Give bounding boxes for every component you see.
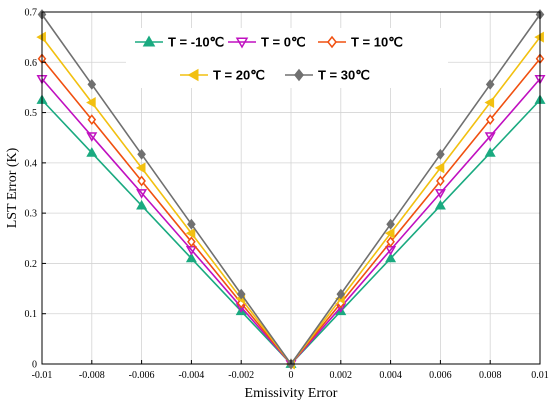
data-point [86,147,98,157]
data-point [136,189,148,199]
data-point [485,79,495,90]
data-point [137,175,146,187]
y-axis-title: LST Error (K) [5,147,20,228]
legend: T = -10℃ T = 0℃ T = 10℃ T = 20℃ T = 30℃ [126,28,448,88]
legend-label: T = 0℃ [261,35,306,50]
legend-item: T = -10℃ [135,35,224,50]
data-point [187,218,196,230]
data-point [434,199,446,210]
y-tick-label: 0.5 [25,108,38,119]
legend-label: T = 10℃ [351,35,403,50]
x-tick-label: -0.006 [129,370,155,381]
axis-ticks: -0.01 -0.008 -0.006 -0.004 -0.002 0 0.002 0.004… [25,8,549,382]
x-tick-label: 0 [289,370,294,381]
data-point [87,114,97,126]
legend-item: T = 30℃ [285,68,370,83]
x-tick-label: 0.008 [479,370,502,381]
data-point [86,132,98,142]
data-point [384,227,395,239]
legend-marker [327,35,337,49]
y-tick-label: 0.7 [25,8,38,19]
x-tick-label: -0.008 [79,370,105,381]
data-point [434,189,446,199]
data-point [436,175,445,187]
data-point [185,227,196,239]
data-point [86,97,96,109]
data-point [136,199,148,210]
data-point [386,218,395,230]
data-point [185,252,197,263]
legend-marker [235,37,249,49]
data-point [187,236,196,248]
data-point [386,236,395,248]
data-point [336,288,346,300]
y-tick-label: 0.6 [25,58,38,69]
data-point [534,31,544,43]
data-point [236,288,246,300]
data-point [135,162,146,174]
data-point [36,31,46,43]
legend-background [126,28,448,88]
data-point [484,147,496,157]
legend-item: T = 0℃ [228,35,306,50]
x-tick-label: -0.004 [178,370,204,381]
y-tick-label: 0.3 [25,209,38,220]
legend-marker [294,68,304,82]
x-tick-label: 0.004 [379,370,402,381]
y-tick-label: 0.2 [25,259,38,270]
data-point [484,132,496,142]
legend-item: T = 20℃ [180,68,265,83]
y-tick-label: 0.4 [25,158,38,169]
data-point [137,148,146,160]
legend-label: T = 30℃ [318,68,370,83]
data-point [484,97,495,109]
y-tick-label: 0.1 [25,309,38,320]
y-tick-label: 0 [32,360,37,371]
x-tick-label: 0.002 [330,370,353,381]
data-point [434,162,445,174]
x-tick-label: 0.006 [429,370,452,381]
x-axis-title: Emissivity Error [245,386,338,401]
data-point [485,114,495,126]
legend-marker [142,35,156,47]
x-tick-label: -0.01 [32,370,53,381]
x-tick-label: -0.002 [228,370,254,381]
legend-label: T = 20℃ [213,68,265,83]
legend-label: T = -10℃ [168,35,224,50]
legend-marker [187,68,199,82]
legend-item: T = 10℃ [318,35,403,50]
data-point [436,148,445,160]
data-point [87,79,97,90]
data-point [385,252,397,263]
x-tick-label: 0.01 [531,370,549,381]
